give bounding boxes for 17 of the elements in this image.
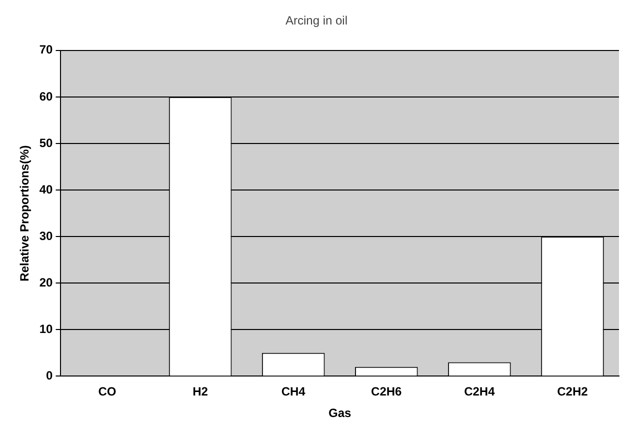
- x-tick-label: C2H2: [557, 384, 588, 399]
- y-tick-label: 50: [39, 136, 54, 150]
- y-tick-label: 40: [39, 182, 54, 196]
- x-tick-label: C2H4: [464, 384, 496, 399]
- y-tick-label: 30: [39, 228, 54, 243]
- x-axis-title: Gas: [328, 406, 352, 420]
- x-tick-label: CO: [98, 384, 116, 399]
- x-tick-label: H2: [192, 384, 208, 399]
- y-tick-label: 10: [39, 322, 54, 336]
- x-tick-label: C2H6: [371, 384, 402, 399]
- y-tick-label: 0: [46, 368, 54, 383]
- chart-title: Arcing in oil: [285, 14, 348, 28]
- y-tick-label: 60: [39, 89, 54, 104]
- y-tick-label: 20: [39, 275, 54, 290]
- y-axis-title: Relative Proportions(%): [18, 145, 32, 282]
- y-tick-label: 70: [39, 42, 54, 57]
- x-tick-label: CH4: [281, 384, 306, 399]
